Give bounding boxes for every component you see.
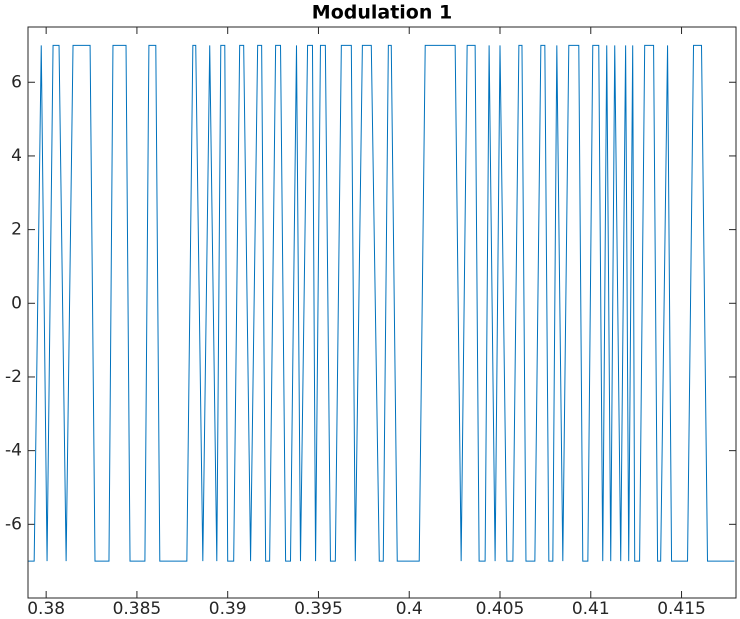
y-tick-label: -4: [5, 441, 22, 461]
plot-area: [28, 27, 736, 598]
chart-title: Modulation 1: [312, 2, 452, 24]
y-tick-label: 6: [11, 72, 22, 92]
y-tick-label: -6: [5, 514, 22, 534]
x-tick-label: 0.38: [27, 599, 65, 619]
x-tick-label: 0.415: [657, 599, 706, 619]
x-tick-label: 0.4: [396, 599, 423, 619]
x-tick-label: 0.395: [294, 599, 343, 619]
y-tick-label: -2: [5, 367, 22, 387]
x-tick-label: 0.405: [476, 599, 525, 619]
x-tick-label: 0.41: [572, 599, 610, 619]
data-line: [28, 44, 735, 562]
y-tick-label: 2: [11, 220, 22, 240]
y-tick-label: 4: [11, 146, 22, 166]
x-tick-label: 0.39: [209, 599, 247, 619]
y-tick-label: 0: [11, 293, 22, 313]
axes-box: [27, 26, 737, 599]
x-tick-label: 0.385: [113, 599, 162, 619]
